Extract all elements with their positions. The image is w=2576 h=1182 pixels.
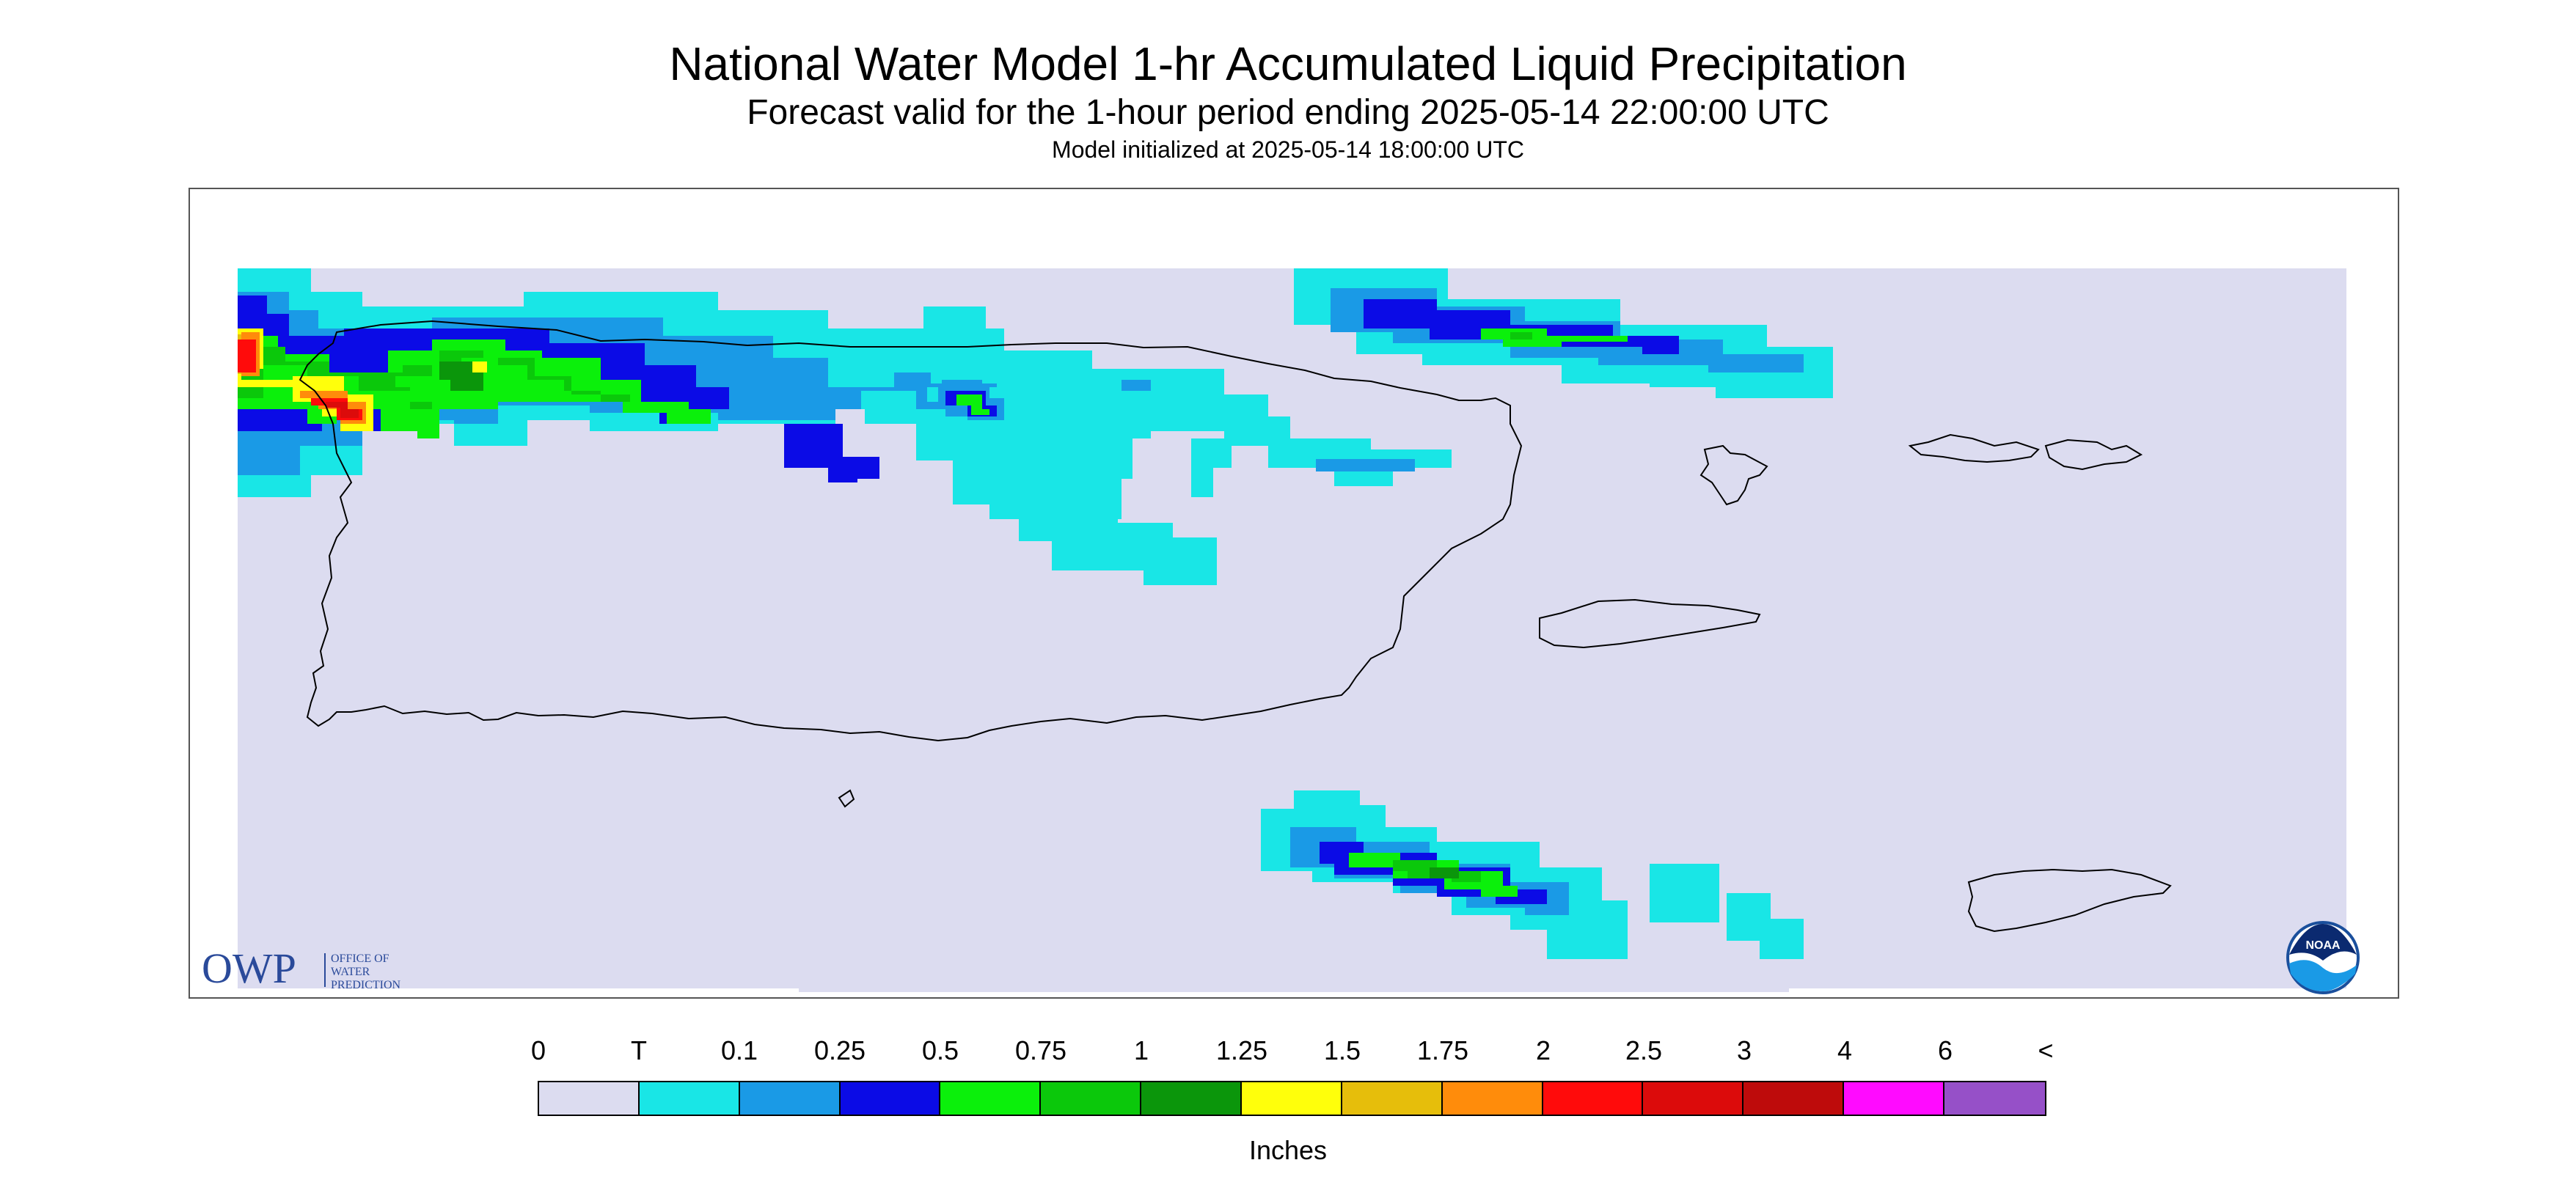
legend-swatch [940,1082,1042,1115]
legend-tick-label: 1.5 [1323,1035,1361,1065]
precip-region-east-middle [1052,416,1452,585]
legend-swatch [1242,1082,1342,1115]
model-init-line: Model initialized at 2025-05-14 18:00:00… [1052,136,1524,163]
st-thomas-coastline [1908,433,2040,463]
legend-tick-label: 3 [1736,1035,1752,1065]
owp-logo-mark: OWP [202,944,296,992]
st-john-coastline [2044,438,2143,471]
culebra-coastline [1699,444,1768,506]
legend-tick-label: 0 [530,1035,546,1065]
legend-tick-label: 1 [1133,1035,1149,1065]
legend-tick-label: 1.25 [1215,1035,1268,1065]
legend-swatch [739,1082,841,1115]
legend-tick-label: 4 [1837,1035,1853,1065]
legend-swatch [1041,1082,1142,1115]
legend-swatch [1944,1082,2045,1115]
map-subtitle: Forecast valid for the 1-hour period end… [747,93,1829,132]
mona-island-coastline [838,789,855,808]
precip-region-northwest-high [238,328,487,431]
domain-white-gap [190,988,2398,997]
owp-logo-line2: WATER [331,966,370,978]
legend-tick-label: < [2038,1035,2054,1065]
legend-tick-label: 0.25 [813,1035,866,1065]
legend-swatch [1342,1082,1443,1115]
legend-swatch [639,1082,740,1115]
legend-swatch [840,1082,941,1115]
legend-tick-label: 0.75 [1014,1035,1067,1065]
legend-tick-label: T [631,1035,647,1065]
precip-region-northeast [1294,268,1833,398]
map-title: National Water Model 1-hr Accumulated Li… [669,37,1907,90]
precip-region-south [1261,790,1804,959]
vieques-coastline [1539,598,1761,649]
legend-swatch [1442,1082,1543,1115]
precipitation-map: OWP OFFICE OF WATER PREDICTION NOAA [190,268,2398,997]
legend-tick-label: 0.5 [921,1035,959,1065]
legend-swatch [539,1082,640,1115]
legend-tick-label: 2 [1535,1035,1551,1065]
domain-bottom-strip [799,988,1789,992]
legend-swatch [1141,1082,1243,1115]
legend-tick-label: 2.5 [1625,1035,1663,1065]
map-frame: OWP OFFICE OF WATER PREDICTION NOAA [189,188,2399,999]
owp-logo: OWP OFFICE OF WATER PREDICTION [202,944,401,992]
legend-tick-label: 0.1 [720,1035,758,1065]
owp-logo-line1: OFFICE OF [331,952,389,965]
precip-region-east-middle-01 [1316,459,1415,471]
legend-tick-label: 1.75 [1416,1035,1469,1065]
legend-units: Inches [1248,1135,1328,1165]
legend-swatch [1844,1082,1945,1115]
legend-tick-label: 6 [1937,1035,1953,1065]
noaa-logo-text: NOAA [2305,939,2341,952]
legend-swatch [1743,1082,1845,1115]
legend-colorbar [538,1081,2046,1116]
st-croix-coastline [1967,868,2172,933]
legend-swatch [1643,1082,1744,1115]
puerto-rico-coastline [299,320,1523,742]
owp-logo-line3: PREDICTION [331,979,401,991]
noaa-logo: NOAA [2286,921,2360,994]
legend-swatch [1543,1082,1644,1115]
